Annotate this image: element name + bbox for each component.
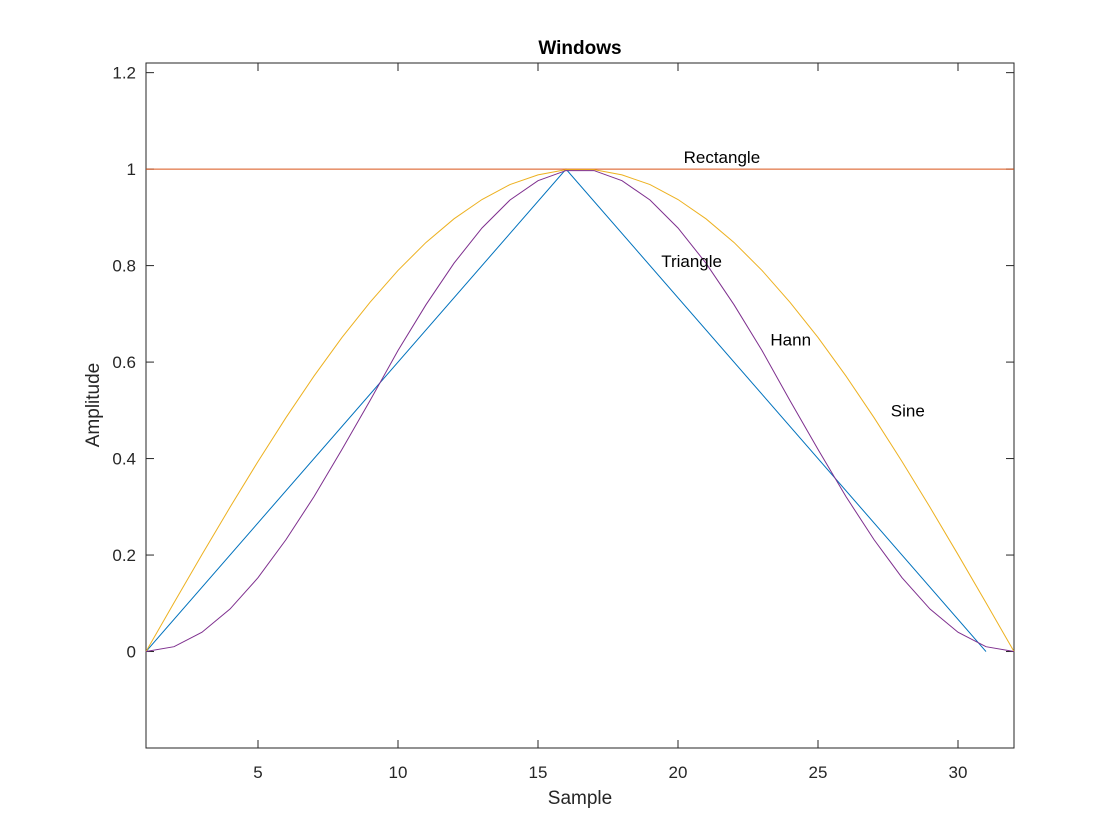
y-tick-label: 0.2 [112,546,136,565]
plot-area: 5 10 15 20 25 30 0 0.2 0.4 0.6 0.8 1 1.2 Rectangle Tr… [112,62,1015,782]
annotation-sine: Sine [891,401,925,420]
y-tick-label: 0.4 [112,450,136,469]
annotation-hann: Hann [770,330,811,349]
series-line-sine [145,169,1015,652]
axes-box [145,62,1015,749]
ticks-layer: 5 10 15 20 25 30 0 0.2 0.4 0.6 0.8 1 1.2 [112,63,1014,782]
y-tick-label: 0.6 [112,353,136,372]
annotation-rectangle: Rectangle [684,148,761,167]
y-tick-label: 0 [127,643,136,662]
series-line-hann [145,170,1015,653]
y-tick-label: 0.8 [112,257,136,276]
x-tick-label: 5 [253,763,262,782]
x-tick-label: 10 [389,763,408,782]
y-axis-label: Amplitude [83,363,104,448]
chart-title: Windows [538,38,621,59]
x-tick-label: 20 [669,763,688,782]
annotation-triangle: Triangle [661,252,722,271]
y-tick-label: 1.2 [112,64,136,83]
x-tick-label: 30 [949,763,968,782]
x-axis-label: Sample [548,788,612,809]
x-tick-label: 15 [529,763,548,782]
x-tick-label: 25 [809,763,828,782]
series-layer [145,168,1015,653]
annotation-layer: Rectangle Triangle Hann Sine [661,148,925,420]
y-tick-label: 1 [127,160,136,179]
